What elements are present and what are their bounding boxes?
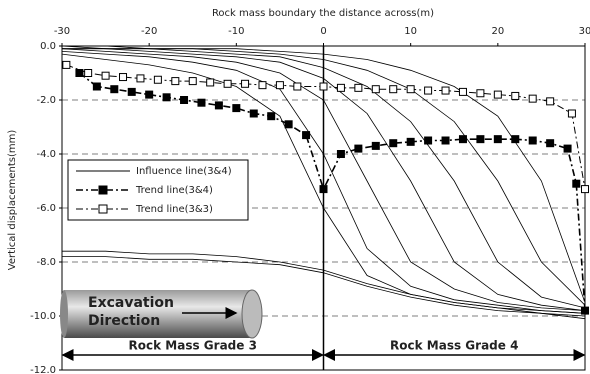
trend-marker (337, 84, 344, 91)
trend-marker (259, 82, 266, 89)
trend-marker (442, 137, 449, 144)
legend-marker (99, 186, 107, 194)
trend-marker (250, 110, 257, 117)
trend-marker (303, 132, 310, 139)
legend-marker (99, 205, 107, 213)
trend-marker (573, 180, 580, 187)
trend-marker (355, 84, 362, 91)
x-tick-label: 0 (320, 26, 326, 37)
trend-marker (146, 91, 153, 98)
y-tick-label: -4.0 (36, 149, 56, 160)
trend-marker (224, 80, 231, 87)
x-tick-label: -30 (54, 26, 70, 37)
y-tick-label: 0.0 (40, 41, 56, 52)
trend-marker (494, 136, 501, 143)
trend-marker (128, 88, 135, 95)
trend-marker (102, 72, 109, 79)
legend-label: Trend line(3&3) (135, 204, 213, 215)
y-tick-label: -8.0 (36, 257, 56, 268)
x-tick-label: -20 (141, 26, 157, 37)
trend-marker (568, 110, 575, 117)
trend-marker (355, 145, 362, 152)
y-axis-title: Vertical displacements(mm) (7, 130, 18, 271)
trend-marker (407, 138, 414, 145)
x-tick-label: 20 (491, 26, 504, 37)
trend-marker (320, 186, 327, 193)
y-tick-label: -2.0 (36, 95, 56, 106)
trend-marker (407, 86, 414, 93)
excavation-label: Direction (88, 313, 160, 329)
trend-marker (477, 90, 484, 97)
trend-marker (390, 140, 397, 147)
trend-marker (494, 91, 501, 98)
trend-marker (181, 97, 188, 104)
trend-marker (459, 136, 466, 143)
trend-marker (268, 113, 275, 120)
trend-marker (120, 74, 127, 81)
trend-marker (294, 83, 301, 90)
trend-marker (63, 61, 70, 68)
y-tick-label: -6.0 (36, 203, 56, 214)
trend-marker (442, 87, 449, 94)
trend-marker (372, 142, 379, 149)
trend-marker (459, 88, 466, 95)
zone-label: Rock Mass Grade 3 (129, 339, 257, 353)
trend-marker (137, 75, 144, 82)
trend-marker (582, 307, 589, 314)
zone-label: Rock Mass Grade 4 (390, 339, 518, 353)
trend-marker (189, 78, 196, 85)
legend-label: Trend line(3&4) (135, 185, 213, 196)
x-tick-label: 10 (404, 26, 417, 37)
x-axis-title: Rock mass boundary the distance across(m… (212, 8, 434, 19)
trend-marker (547, 140, 554, 147)
trend-marker (564, 145, 571, 152)
trend-marker (337, 151, 344, 158)
trend-marker (425, 137, 432, 144)
trend-marker (582, 186, 589, 193)
trend-marker (512, 92, 519, 99)
trend-marker (547, 98, 554, 105)
trend-marker (477, 136, 484, 143)
cylinder-start (60, 290, 68, 338)
trend-marker (111, 86, 118, 93)
trend-marker (425, 87, 432, 94)
trend-marker (172, 78, 179, 85)
trend-marker (233, 105, 240, 112)
trend-marker (512, 136, 519, 143)
trend-marker (154, 76, 161, 83)
trend-marker (198, 99, 205, 106)
trend-marker (372, 86, 379, 93)
trend-marker (285, 121, 292, 128)
x-tick-label: -10 (228, 26, 244, 37)
legend-label: Influence line(3&4) (136, 166, 232, 177)
chart: Rock mass boundary the distance across(m… (0, 0, 590, 374)
y-tick-label: -12.0 (30, 365, 56, 374)
trend-marker (320, 83, 327, 90)
trend-marker (93, 83, 100, 90)
trend-marker (215, 102, 222, 109)
trend-marker (529, 137, 536, 144)
excavation-label: Excavation (88, 295, 174, 311)
trend-marker (529, 95, 536, 102)
trend-marker (390, 86, 397, 93)
trend-marker (85, 70, 92, 77)
trend-marker (207, 79, 214, 86)
y-tick-label: -10.0 (30, 311, 56, 322)
x-tick-label: 30 (579, 26, 590, 37)
cylinder-end (242, 290, 262, 338)
trend-marker (276, 82, 283, 89)
trend-marker (163, 94, 170, 101)
trend-marker (242, 80, 249, 87)
